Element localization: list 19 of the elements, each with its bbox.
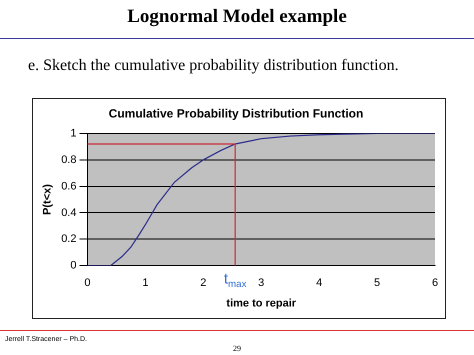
text: e. Sketch the cumulative probability distribution function.	[28, 57, 399, 75]
x-axis-title: time to repair	[226, 297, 297, 310]
chart-title: Cumulative Probability Distribution Function	[108, 106, 364, 121]
x-tick-label: 4	[316, 277, 322, 290]
x-tick-label: 5	[374, 277, 380, 290]
x-tick-label: 3	[258, 277, 264, 290]
y-tick-label: 0	[70, 260, 76, 272]
y-tick-label: 1	[70, 127, 76, 140]
y-tick-label: 0.4	[61, 206, 76, 219]
text: Lognormal Model example	[126, 6, 348, 28]
y-tick-label: 0.6	[61, 180, 76, 192]
x-tick-label: 2	[200, 277, 206, 290]
x-tick-label: 0	[84, 277, 91, 290]
y-axis-title: P(t<x)	[42, 184, 54, 215]
x-tick-label: 1	[142, 277, 148, 290]
text: 29	[232, 344, 242, 353]
x-tick-label: 6	[432, 277, 438, 290]
y-tick-label: 0.2	[61, 233, 76, 246]
y-tick-label: 0.8	[61, 154, 76, 166]
